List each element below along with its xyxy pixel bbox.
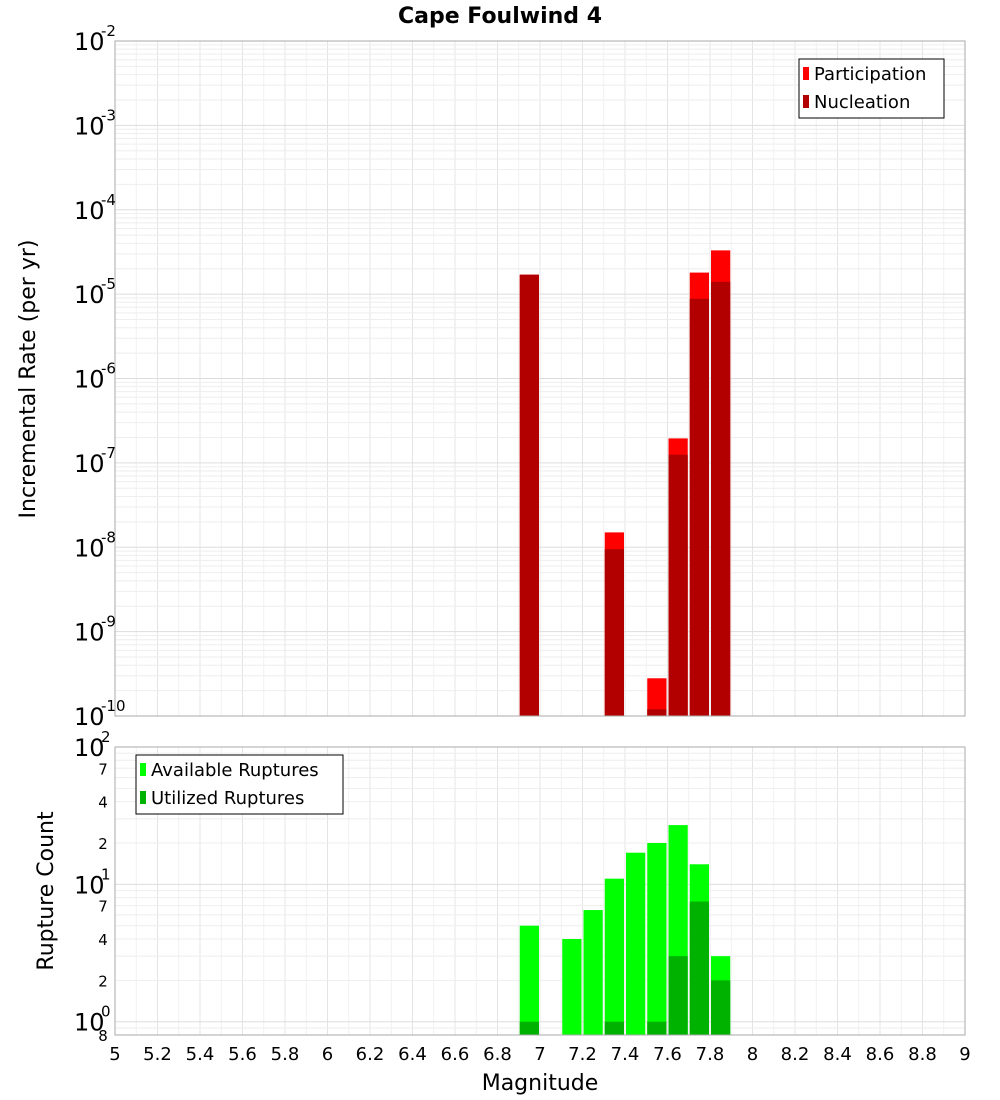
- y-tick-exponent: 0: [101, 1003, 111, 1021]
- bar-nucleation: [647, 709, 667, 716]
- y-tick-label: 10: [74, 871, 105, 899]
- x-tick-label: 6.8: [483, 1044, 512, 1065]
- legend-label: Available Ruptures: [151, 760, 319, 781]
- bar-utilized-ruptures: [711, 980, 731, 1035]
- x-tick-label: 5.8: [271, 1044, 300, 1065]
- bar-participation: [647, 678, 667, 716]
- y-tick-exponent: -8: [101, 528, 116, 546]
- x-tick-label: 7.8: [696, 1044, 725, 1065]
- legend-swatch: [803, 95, 809, 108]
- x-tick-label: 5.2: [143, 1044, 172, 1065]
- bar-available-ruptures: [604, 878, 624, 1035]
- x-tick-label: 7.4: [611, 1044, 640, 1065]
- bar-nucleation: [689, 298, 709, 716]
- x-tick-label: 8: [747, 1044, 758, 1065]
- bar-available-ruptures: [647, 843, 667, 1035]
- x-axis-label: Magnitude: [482, 1071, 599, 1096]
- y-tick-label: 10: [74, 366, 105, 394]
- top-panel-bars: [519, 250, 731, 717]
- y-tick-exponent: -7: [101, 444, 116, 462]
- y-minor-tick-label: 4: [98, 931, 108, 949]
- x-tick-label: 6.4: [398, 1044, 427, 1065]
- y-tick-label: 10: [74, 734, 105, 762]
- bar-nucleation: [519, 274, 539, 716]
- y-minor-tick-label: 7: [98, 760, 108, 778]
- legend-box: [798, 58, 945, 119]
- top-panel-grid: [114, 40, 966, 717]
- y-minor-tick-label: 2: [98, 835, 108, 853]
- y-tick-exponent: -4: [101, 191, 116, 209]
- y-tick-label: 10: [74, 197, 105, 225]
- x-tick-label: 7.2: [568, 1044, 597, 1065]
- bottom-panel-y-axis-label: Rupture Count: [34, 811, 59, 971]
- bar-utilized-ruptures: [519, 1021, 539, 1035]
- bar-utilized-ruptures: [689, 901, 709, 1035]
- y-tick-label: 10: [74, 703, 105, 731]
- y-tick-label: 10: [74, 450, 105, 478]
- x-tick-label: 8.2: [781, 1044, 810, 1065]
- bar-utilized-ruptures: [668, 956, 688, 1035]
- y-minor-tick-label: 7: [98, 898, 108, 916]
- bar-nucleation: [668, 454, 688, 716]
- bottom-panel-legend: Available Ruptures Utilized Ruptures: [135, 754, 344, 815]
- bar-available-ruptures: [583, 910, 603, 1035]
- y-minor-tick-label: 8: [98, 1027, 108, 1045]
- x-tick-label: 5.6: [228, 1044, 257, 1065]
- x-tick-label: 7: [534, 1044, 545, 1065]
- bar-available-ruptures: [519, 925, 539, 1035]
- y-tick-exponent: -10: [101, 697, 126, 715]
- y-tick-label: 10: [74, 534, 105, 562]
- x-tick-label: 6.2: [356, 1044, 385, 1065]
- bar-nucleation: [711, 281, 731, 716]
- x-tick-label: 6.6: [441, 1044, 470, 1065]
- y-minor-tick-label: 2: [98, 972, 108, 990]
- y-tick-label: 10: [74, 1009, 105, 1037]
- top-panel-y-ticks: 10-210-310-410-510-610-710-810-910-10: [74, 22, 126, 731]
- x-tick-label: 7.6: [653, 1044, 682, 1065]
- legend-swatch: [140, 791, 146, 804]
- y-tick-exponent: 2: [101, 728, 111, 746]
- y-tick-exponent: -9: [101, 613, 116, 631]
- top-panel-frame: [114, 40, 966, 717]
- x-tick-label: 8.6: [866, 1044, 895, 1065]
- bar-available-ruptures: [626, 852, 646, 1035]
- y-tick-label: 10: [74, 619, 105, 647]
- legend-label: Participation: [814, 64, 926, 85]
- bar-nucleation: [604, 549, 624, 716]
- y-tick-exponent: -6: [101, 360, 116, 378]
- x-tick-label: 8.4: [823, 1044, 852, 1065]
- bar-utilized-ruptures: [604, 1021, 624, 1035]
- y-tick-exponent: -2: [101, 22, 116, 40]
- bar-available-ruptures: [562, 939, 582, 1035]
- top-panel-y-axis-label: Incremental Rate (per yr): [16, 240, 41, 519]
- legend-swatch: [803, 67, 809, 80]
- legend-box: [135, 754, 344, 815]
- bottom-panel-bars: [519, 825, 731, 1035]
- y-tick-label: 10: [74, 28, 105, 56]
- top-panel-legend: Participation Nucleation: [798, 58, 945, 119]
- bar-utilized-ruptures: [647, 1021, 667, 1035]
- y-tick-exponent: 1: [101, 865, 111, 883]
- x-tick-label: 8.8: [908, 1044, 937, 1065]
- bottom-panel-frame: [114, 746, 966, 1036]
- legend-label: Nucleation: [814, 92, 910, 113]
- legend-swatch: [140, 763, 146, 776]
- y-tick-exponent: -5: [101, 275, 116, 293]
- chart-title: Cape Foulwind 4: [398, 4, 602, 29]
- x-tick-label: 9: [959, 1044, 970, 1065]
- y-tick-exponent: -3: [101, 106, 116, 124]
- x-tick-label: 5.4: [186, 1044, 215, 1065]
- y-tick-label: 10: [74, 112, 105, 140]
- y-minor-tick-label: 4: [98, 794, 108, 812]
- x-tick-label: 6: [322, 1044, 333, 1065]
- y-tick-label: 10: [74, 281, 105, 309]
- legend-label: Utilized Ruptures: [151, 788, 304, 809]
- x-axis-ticks: 5 5.2 5.4 5.6 5.8 6 6.2 6.4 6.6 6.8 7 7.2 7.4 7.6 7.8 8…: [109, 1044, 970, 1065]
- x-tick-label: 5: [109, 1044, 120, 1065]
